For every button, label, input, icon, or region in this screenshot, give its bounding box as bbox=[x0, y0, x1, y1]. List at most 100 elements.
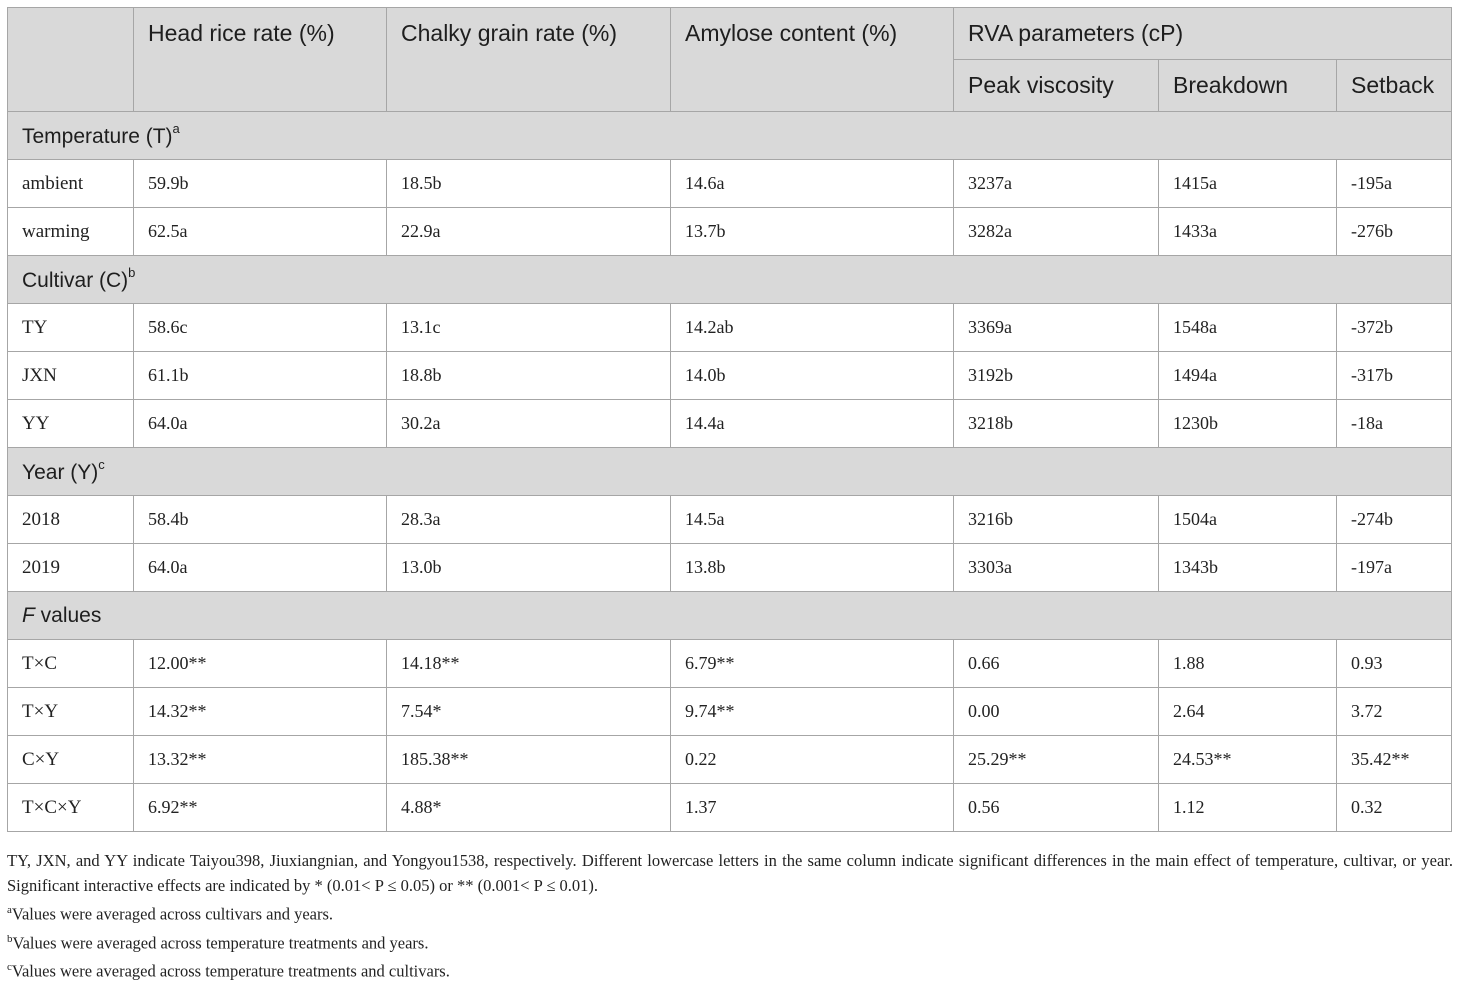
table-row: C×Y 13.32** 185.38** 0.22 25.29** 24.53*… bbox=[7, 735, 1453, 784]
row-label: C×Y bbox=[7, 735, 134, 784]
table-cell: 14.2ab bbox=[670, 303, 954, 352]
table-cell: 28.3a bbox=[386, 495, 671, 544]
table-row: TY 58.6c 13.1c 14.2ab 3369a 1548a -372b bbox=[7, 303, 1453, 352]
table-cell: 1504a bbox=[1158, 495, 1337, 544]
table-cell: 6.79** bbox=[670, 639, 954, 688]
table-cell: 61.1b bbox=[133, 351, 387, 400]
table-footnotes: TY, JXN, and YY indicate Taiyou398, Jiux… bbox=[7, 848, 1453, 984]
header-peak-viscosity: Peak viscosity bbox=[953, 59, 1159, 112]
row-label: 2019 bbox=[7, 543, 134, 592]
row-label: YY bbox=[7, 399, 134, 448]
footnote-c: cValues were averaged across temperature… bbox=[7, 961, 450, 981]
table-cell: 35.42** bbox=[1335, 735, 1453, 784]
table-cell: 1494a bbox=[1158, 351, 1337, 400]
table-cell: 58.6c bbox=[133, 303, 387, 352]
header-head-rice-rate: Head rice rate (%) bbox=[133, 7, 387, 112]
row-label: warming bbox=[7, 207, 134, 256]
header-chalky-grain-rate: Chalky grain rate (%) bbox=[386, 7, 671, 112]
table-cell: 0.00 bbox=[953, 687, 1159, 736]
table-cell: 1548a bbox=[1158, 303, 1337, 352]
section-row-cultivar: Cultivar (C)b bbox=[6, 255, 1453, 304]
table-cell: 3.72 bbox=[1335, 687, 1453, 736]
table-cell: -372b bbox=[1335, 303, 1453, 352]
table-row: T×C 12.00** 14.18** 6.79** 0.66 1.88 0.9… bbox=[7, 639, 1453, 688]
table-cell: 30.2a bbox=[386, 399, 671, 448]
table-cell: 14.18** bbox=[386, 639, 671, 688]
table-cell: 3282a bbox=[953, 207, 1159, 256]
table-cell: 14.0b bbox=[670, 351, 954, 400]
table-cell: 13.7b bbox=[670, 207, 954, 256]
table-row: 2018 58.4b 28.3a 14.5a 3216b 1504a -274b bbox=[7, 495, 1453, 544]
header-rva-parameters: RVA parameters (cP) bbox=[952, 7, 1453, 60]
table-cell: 1343b bbox=[1158, 543, 1337, 592]
table-cell: 12.00** bbox=[133, 639, 387, 688]
row-label: 2018 bbox=[7, 495, 134, 544]
table-cell: 14.32** bbox=[133, 687, 387, 736]
table-cell: 62.5a bbox=[133, 207, 387, 256]
table-cell: 18.5b bbox=[386, 159, 671, 208]
table-cell: 4.88* bbox=[386, 783, 671, 832]
results-table: Head rice rate (%) Chalky grain rate (%)… bbox=[6, 7, 1453, 832]
header-empty bbox=[7, 7, 134, 112]
section-row-year: Year (Y)c bbox=[6, 447, 1453, 496]
table-row: T×C×Y 6.92** 4.88* 1.37 0.56 1.12 0.32 bbox=[7, 783, 1453, 832]
table-cell: 1.37 bbox=[670, 783, 954, 832]
table-cell: -274b bbox=[1335, 495, 1453, 544]
row-label: TY bbox=[7, 303, 134, 352]
table-cell: 3303a bbox=[953, 543, 1159, 592]
table-cell: 1230b bbox=[1158, 399, 1337, 448]
table-cell: 0.93 bbox=[1335, 639, 1453, 688]
header-setback: Setback bbox=[1335, 59, 1453, 112]
header-breakdown: Breakdown bbox=[1158, 59, 1337, 112]
table-cell: 3237a bbox=[953, 159, 1159, 208]
section-row-temperature: Temperature (T)a bbox=[6, 111, 1453, 160]
table-cell: 64.0a bbox=[133, 543, 387, 592]
table-cell: 64.0a bbox=[133, 399, 387, 448]
section-label-cultivar: Cultivar (C)b bbox=[6, 255, 1453, 304]
table-cell: 185.38** bbox=[386, 735, 671, 784]
footnote-main: TY, JXN, and YY indicate Taiyou398, Jiux… bbox=[7, 851, 1453, 895]
table-row: JXN 61.1b 18.8b 14.0b 3192b 1494a -317b bbox=[7, 351, 1453, 400]
row-label: T×C bbox=[7, 639, 134, 688]
section-label-year: Year (Y)c bbox=[6, 447, 1453, 496]
table-cell: 0.32 bbox=[1335, 783, 1453, 832]
table-cell: 22.9a bbox=[386, 207, 671, 256]
table-cell: 0.56 bbox=[953, 783, 1159, 832]
table-cell: 3216b bbox=[953, 495, 1159, 544]
row-label: T×Y bbox=[7, 687, 134, 736]
section-label-temperature: Temperature (T)a bbox=[6, 111, 1453, 160]
table-cell: 0.22 bbox=[670, 735, 954, 784]
table-row: YY 64.0a 30.2a 14.4a 3218b 1230b -18a bbox=[7, 399, 1453, 448]
table-cell: 6.92** bbox=[133, 783, 387, 832]
table-cell: 25.29** bbox=[953, 735, 1159, 784]
row-label: JXN bbox=[7, 351, 134, 400]
row-label: ambient bbox=[7, 159, 134, 208]
table-cell: 1.12 bbox=[1158, 783, 1337, 832]
table-cell: 24.53** bbox=[1158, 735, 1337, 784]
header-amylose-content: Amylose content (%) bbox=[670, 7, 954, 112]
footnote-a: aValues were averaged across cultivars a… bbox=[7, 904, 334, 924]
table-row: 2019 64.0a 13.0b 13.8b 3303a 1343b -197a bbox=[7, 543, 1453, 592]
table-cell: 0.66 bbox=[953, 639, 1159, 688]
table-cell: 1415a bbox=[1158, 159, 1337, 208]
table-cell: 3218b bbox=[953, 399, 1159, 448]
table-cell: 13.1c bbox=[386, 303, 671, 352]
table-cell: 3369a bbox=[953, 303, 1159, 352]
table-cell: -317b bbox=[1335, 351, 1453, 400]
table-cell: 13.8b bbox=[670, 543, 954, 592]
section-label-f-values: F values bbox=[6, 591, 1453, 640]
table-cell: 58.4b bbox=[133, 495, 387, 544]
row-label: T×C×Y bbox=[7, 783, 134, 832]
table-row: ambient 59.9b 18.5b 14.6a 3237a 1415a -1… bbox=[7, 159, 1453, 208]
table-cell: 7.54* bbox=[386, 687, 671, 736]
table-cell: 2.64 bbox=[1158, 687, 1337, 736]
table-row: warming 62.5a 22.9a 13.7b 3282a 1433a -2… bbox=[7, 207, 1453, 256]
table-cell: 3192b bbox=[953, 351, 1159, 400]
table-cell: -276b bbox=[1335, 207, 1453, 256]
table-cell: 1.88 bbox=[1158, 639, 1337, 688]
table-cell: 14.4a bbox=[670, 399, 954, 448]
table-cell: 14.6a bbox=[670, 159, 954, 208]
table-cell: 9.74** bbox=[670, 687, 954, 736]
table-cell: -18a bbox=[1335, 399, 1453, 448]
table-cell: 59.9b bbox=[133, 159, 387, 208]
